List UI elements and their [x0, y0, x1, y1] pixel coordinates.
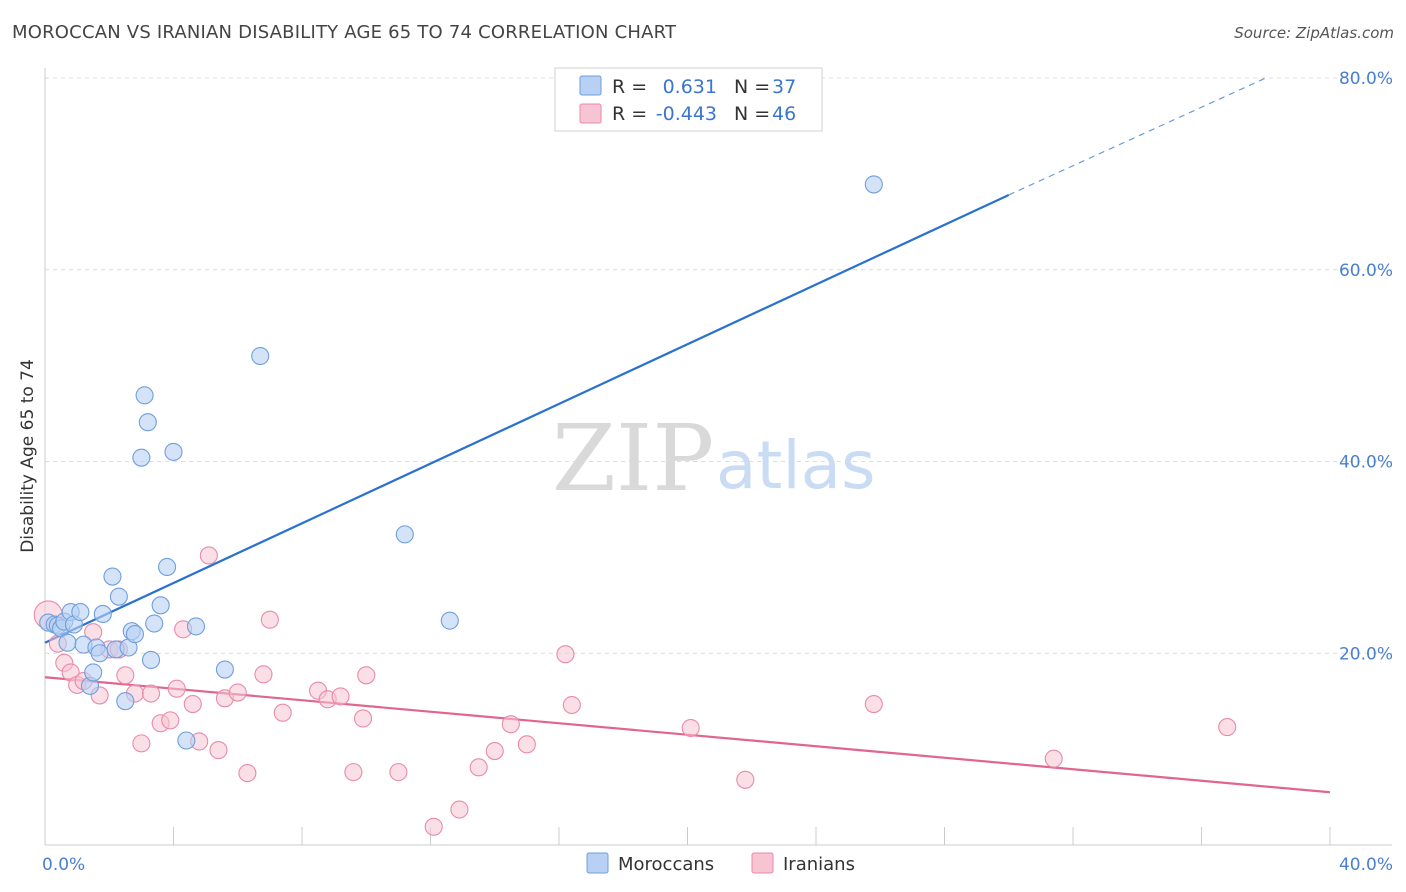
bottom-legend-moroccans: Moroccans [618, 854, 714, 875]
moroccans-point-32 [215, 660, 234, 679]
iranians-point-13 [141, 684, 161, 703]
iranians-point-25 [254, 665, 273, 684]
chart-title: MOROCCAN VS IRANIAN DISABILITY AGE 65 TO… [12, 22, 677, 43]
x-tick-labels: 0.0% 40.0% [42, 855, 1393, 875]
legend-r-value-2: -0.443 [656, 103, 717, 125]
iranians-point-18 [183, 695, 202, 714]
y-tick-label-0: 20.0% [1339, 644, 1393, 664]
iranians-point-23 [228, 683, 247, 702]
moroccans-point-33 [251, 346, 270, 366]
moroccans-points [39, 175, 883, 750]
moroccans-point-30 [177, 731, 196, 750]
iranians-point-32 [353, 709, 373, 728]
moroccans-point-21 [125, 625, 144, 644]
bottom-legend-swatch-iranians [751, 852, 774, 874]
watermark-atlas: atlas [716, 427, 876, 504]
moroccans-point-11 [84, 663, 103, 682]
iranians-points [33, 546, 1237, 836]
grid-lines [45, 77, 1392, 654]
moroccans-point-18 [116, 692, 135, 711]
legend-n-value-2: 46 [772, 103, 796, 125]
iranians-point-45 [864, 695, 883, 714]
iranians-point-30 [331, 687, 350, 706]
iranians-point-10 [116, 666, 135, 685]
moroccans-point-23 [135, 386, 154, 405]
iranians-point-12 [132, 734, 151, 753]
moroccans-point-8 [71, 602, 90, 622]
chart-source: Source: ZipAtlas.com [1234, 24, 1394, 42]
moroccans-point-26 [145, 614, 164, 633]
iranians-point-24 [238, 764, 257, 783]
moroccans-point-35 [440, 611, 459, 630]
moroccans-point-27 [151, 596, 170, 615]
x-tick-label-0: 0.0% [42, 855, 85, 875]
legend-r-label-2: R = [612, 103, 647, 125]
y-tick-label-1: 40.0% [1339, 453, 1393, 473]
y-axis-label: Disability Age 65 to 74 [18, 359, 38, 553]
iranians-point-34 [389, 763, 408, 782]
correlation-legend: R = 0.631 N = 37 R = -0.443 N = 46 [554, 67, 823, 132]
moroccans-point-15 [103, 567, 122, 586]
series-legend: Moroccans Iranians [586, 852, 855, 875]
moroccans-trend-extension [1008, 77, 1266, 196]
iranians-point-39 [501, 715, 520, 734]
y-tick-labels: 20.0% 40.0% 60.0% 80.0% [1339, 69, 1393, 664]
legend-swatch-moroccans [579, 75, 602, 96]
watermark: ZIP atlas [552, 405, 876, 512]
iranians-point-36 [450, 800, 469, 819]
watermark-zip: ZIP [552, 405, 714, 512]
moroccans-point-17 [109, 587, 128, 606]
moroccans-point-22 [132, 448, 151, 467]
iranians-point-26 [260, 610, 279, 629]
legend-r-label-1: R = [612, 76, 647, 98]
moroccans-point-34 [395, 525, 414, 544]
bottom-legend-iranians: Iranians [783, 854, 855, 875]
iranians-point-33 [357, 666, 376, 685]
iranians-point-31 [344, 763, 363, 782]
y-tick-label-2: 60.0% [1339, 261, 1393, 281]
moroccans-point-24 [138, 413, 157, 432]
legend-r-value-1: 0.631 [663, 76, 717, 98]
moroccans-point-28 [158, 557, 177, 577]
iranians-point-35 [424, 817, 443, 836]
legend-n-label-1: N = [734, 76, 770, 98]
iranians-point-16 [167, 679, 186, 698]
iranians-point-46 [1044, 749, 1063, 768]
moroccans-point-5 [58, 633, 77, 652]
legend-n-value-1: 37 [772, 76, 796, 98]
moroccans-point-29 [164, 442, 183, 461]
iranians-point-44 [736, 770, 755, 789]
moroccans-point-31 [186, 617, 206, 636]
iranians-point-20 [199, 546, 218, 565]
moroccans-point-25 [141, 650, 161, 670]
moroccans-point-14 [93, 604, 112, 623]
iranians-point-47 [1218, 718, 1237, 737]
y-tick-label-3: 80.0% [1339, 69, 1393, 89]
iranians-point-15 [161, 711, 180, 730]
iranians-point-42 [562, 695, 581, 715]
iranians-point-37 [469, 758, 488, 777]
moroccans-point-13 [90, 644, 109, 663]
iranians-point-38 [485, 741, 504, 761]
bottom-legend-swatch-moroccans [586, 852, 609, 874]
iranians-point-43 [681, 718, 700, 738]
moroccans-trend-line [44, 193, 1010, 644]
iranians-point-41 [556, 645, 575, 664]
legend-n-label-2: N = [734, 103, 770, 125]
iranians-point-27 [273, 703, 292, 722]
legend-swatch-iranians [579, 103, 602, 124]
iranians-point-40 [517, 735, 536, 754]
iranians-point-21 [209, 741, 228, 760]
x-tick-label-1: 40.0% [1339, 855, 1393, 875]
moroccans-point-36 [864, 175, 883, 194]
